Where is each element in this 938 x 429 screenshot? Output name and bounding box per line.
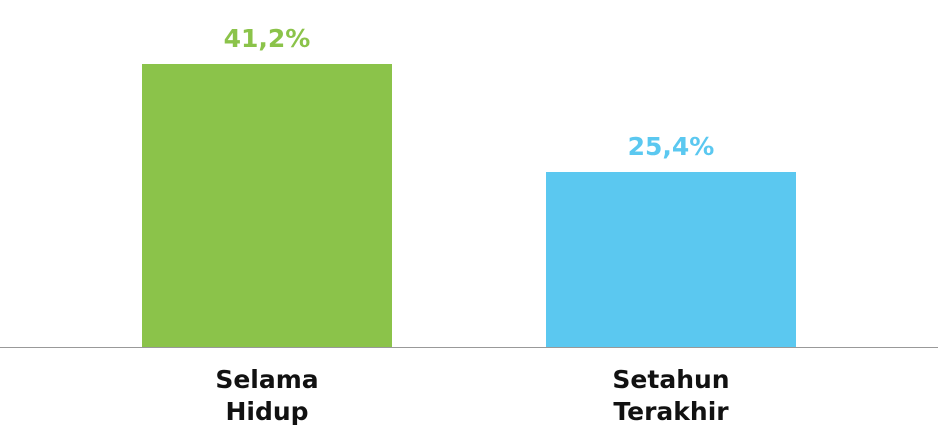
value-label: 41,2% [223,23,311,53]
baseline [0,347,938,348]
value-label: 25,4% [627,132,715,162]
bar [142,63,392,347]
bar [546,172,796,347]
category-label: Selama Hidup [215,365,319,426]
category-label: Setahun Terakhir [612,365,730,426]
